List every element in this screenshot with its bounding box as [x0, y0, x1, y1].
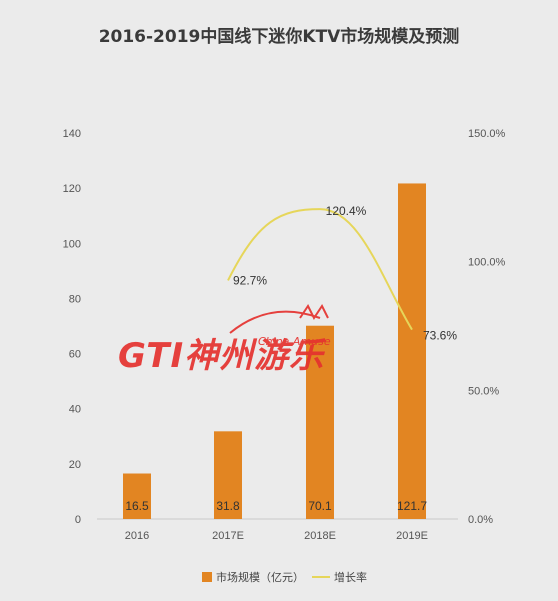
bar-value-label: 31.8	[216, 499, 240, 513]
legend-label-market-size: 市场规模（亿元）	[216, 570, 304, 584]
growth-rate-label: 92.7%	[233, 273, 267, 287]
growth-rate-labels: 92.7% 120.4% 73.6%	[233, 204, 457, 342]
bar	[306, 325, 334, 519]
right-axis-tick-label: 150.0%	[468, 128, 506, 140]
growth-rate-label: 73.6%	[423, 329, 457, 343]
right-axis-tick-label: 100.0%	[468, 257, 506, 269]
right-axis-tick-label: 50.0%	[468, 385, 499, 397]
logo-arc	[229, 310, 321, 334]
x-axis-tick-label: 2017E	[212, 530, 244, 542]
right-axis-tick-label: 0.0%	[468, 514, 493, 526]
bar-value-labels: 16.5 31.8 70.1 121.7	[125, 499, 427, 513]
bar	[398, 183, 426, 519]
x-axis: 2016 2017E 2018E 2019E	[97, 518, 458, 542]
growth-rate-line	[227, 208, 413, 331]
bar-value-label: 70.1	[308, 499, 332, 513]
bar	[214, 431, 242, 519]
logo-subtext: China Amuse	[258, 335, 331, 348]
growth-rate-label: 120.4%	[326, 204, 367, 218]
bar-series	[123, 183, 426, 519]
logo-text: GTI神州游乐	[118, 336, 326, 376]
left-axis-tick-label: 80	[69, 293, 81, 305]
left-axis-tick-label: 40	[69, 404, 81, 416]
logo-crown	[299, 304, 329, 320]
bar	[123, 473, 151, 519]
bar-value-label: 16.5	[125, 499, 149, 513]
left-axis-tick-label: 100	[63, 238, 81, 250]
x-axis-tick-label: 2018E	[304, 530, 336, 542]
x-axis-tick-label: 2019E	[396, 530, 428, 542]
x-axis-tick-label: 2016	[125, 530, 149, 542]
chart-title: 2016-2019中国线下迷你KTV市场规模及预测	[98, 27, 460, 47]
left-axis-tick-label: 20	[69, 459, 81, 471]
left-axis-tick-label: 140	[63, 128, 81, 140]
legend: 市场规模（亿元） 增长率	[202, 570, 367, 584]
legend-label-growth-rate: 增长率	[334, 570, 367, 584]
bar-value-label: 121.7	[397, 499, 427, 513]
left-axis-tick-label: 0	[75, 514, 81, 526]
left-axis-tick-label: 120	[63, 183, 81, 195]
left-axis: 0 20 40 60 80 100 120 140	[63, 128, 81, 526]
right-axis: 0.0% 50.0% 100.0% 150.0%	[468, 128, 506, 526]
legend-swatch-market-size	[202, 572, 212, 582]
left-axis-tick-label: 60	[69, 349, 81, 361]
